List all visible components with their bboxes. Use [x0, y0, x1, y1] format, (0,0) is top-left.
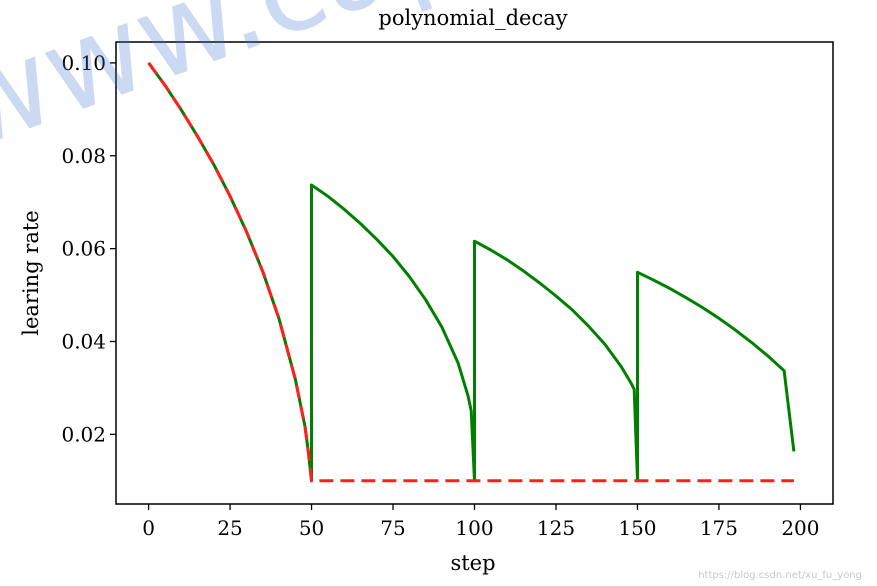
- x-tick-label: 0: [142, 516, 155, 540]
- y-axis: 0.02 0.04 0.06 0.08 0.10: [61, 51, 116, 446]
- series-line-2: [147, 62, 794, 483]
- x-tick-label: 125: [537, 516, 575, 540]
- x-tick-label: 175: [700, 516, 738, 540]
- y-tick-label: 0.02: [61, 422, 106, 446]
- x-axis: 0 25 50 75 100 125 150 175 200: [142, 504, 820, 540]
- x-axis-label: step: [450, 551, 495, 575]
- y-tick-label: 0.10: [61, 51, 106, 75]
- x-tick-label: 50: [299, 516, 324, 540]
- x-tick-label: 75: [380, 516, 405, 540]
- y-axis-label: learing rate: [19, 210, 43, 336]
- x-tick-label: 150: [618, 516, 656, 540]
- x-tick-label: 100: [455, 516, 493, 540]
- y-tick-label: 0.04: [61, 329, 106, 353]
- credit-text: https://blog.csdn.net/xu_fu_yong: [698, 570, 862, 581]
- y-tick-label: 0.08: [61, 144, 106, 168]
- plot-area: [147, 62, 796, 483]
- chart-title: polynomial_decay: [378, 6, 567, 30]
- x-tick-label: 200: [781, 516, 819, 540]
- series-line-1: [147, 62, 796, 483]
- x-tick-label: 25: [217, 516, 242, 540]
- y-tick-label: 0.06: [61, 237, 106, 261]
